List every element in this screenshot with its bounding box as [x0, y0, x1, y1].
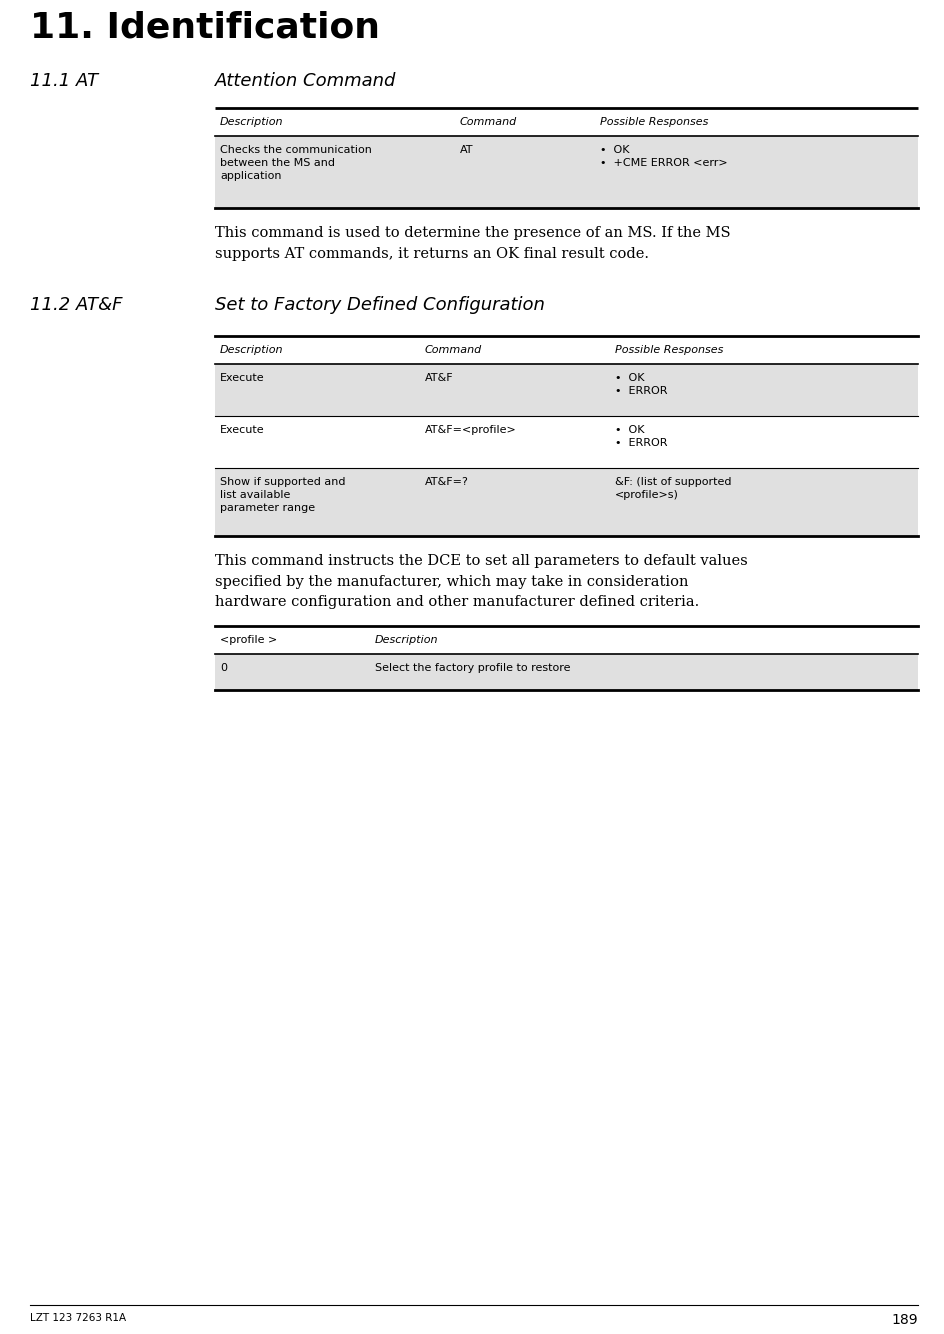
Text: AT&F=?: AT&F=?	[425, 478, 468, 487]
Text: <profile >: <profile >	[220, 635, 277, 646]
Text: Execute: Execute	[220, 426, 264, 435]
Bar	[215, 654, 917, 690]
Bar	[215, 468, 917, 536]
Text: Description: Description	[220, 346, 283, 355]
Text: Set to Factory Defined Configuration: Set to Factory Defined Configuration	[215, 296, 545, 313]
Text: Command: Command	[460, 117, 516, 127]
Text: Execute: Execute	[220, 374, 264, 383]
Text: 0: 0	[220, 663, 227, 672]
Text: AT: AT	[460, 145, 473, 155]
Text: Checks the communication
between the MS and
application: Checks the communication between the MS …	[220, 145, 372, 181]
Text: •  OK
•  ERROR: • OK • ERROR	[615, 374, 666, 396]
Bar	[215, 364, 917, 416]
Text: 189: 189	[890, 1313, 917, 1327]
Text: 11.1 AT: 11.1 AT	[30, 72, 98, 89]
Text: Select the factory profile to restore: Select the factory profile to restore	[375, 663, 570, 672]
Text: 11.2 AT&F: 11.2 AT&F	[30, 296, 123, 313]
Text: AT&F: AT&F	[425, 374, 453, 383]
Text: Description: Description	[375, 635, 438, 646]
Text: &F: (list of supported
<profile>s): &F: (list of supported <profile>s)	[615, 478, 731, 500]
Text: Command: Command	[425, 346, 481, 355]
Bar	[215, 136, 917, 208]
Text: LZT 123 7263 R1A: LZT 123 7263 R1A	[30, 1313, 126, 1323]
Text: This command instructs the DCE to set all parameters to default values
specified: This command instructs the DCE to set al…	[215, 554, 747, 610]
Text: This command is used to determine the presence of an MS. If the MS
supports AT c: This command is used to determine the pr…	[215, 225, 730, 260]
Text: Attention Command: Attention Command	[215, 72, 396, 89]
Text: Possible Responses: Possible Responses	[615, 346, 722, 355]
Text: •  OK
•  +CME ERROR <err>: • OK • +CME ERROR <err>	[599, 145, 727, 168]
Text: 11. Identification: 11. Identification	[30, 9, 379, 44]
Text: Possible Responses: Possible Responses	[599, 117, 708, 127]
Text: •  OK
•  ERROR: • OK • ERROR	[615, 426, 666, 448]
Text: Show if supported and
list available
parameter range: Show if supported and list available par…	[220, 478, 346, 514]
Text: AT&F=<profile>: AT&F=<profile>	[425, 426, 516, 435]
Text: Description: Description	[220, 117, 283, 127]
